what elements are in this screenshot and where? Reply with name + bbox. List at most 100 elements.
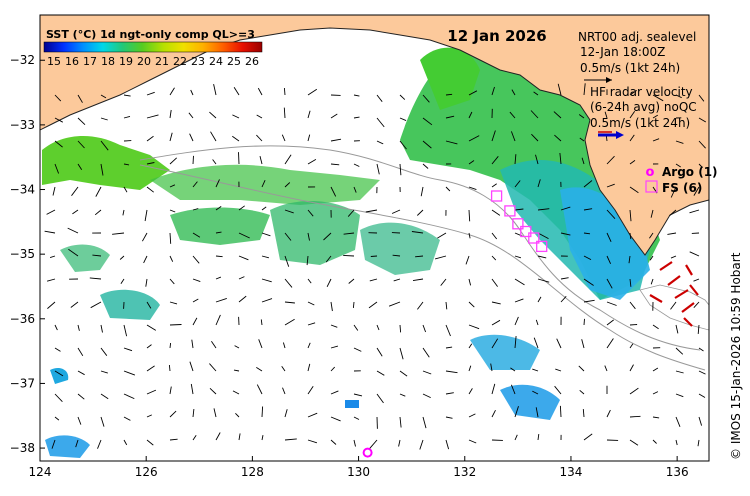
- velocity-arrow: [353, 439, 356, 447]
- velocity-arrow: [123, 115, 131, 119]
- velocity-arrow: [422, 370, 432, 375]
- velocity-arrow: [514, 298, 524, 303]
- colorbar-label: 22: [173, 55, 187, 68]
- velocity-arrow: [606, 255, 612, 264]
- velocity-arrow: [281, 134, 286, 142]
- velocity-arrow: [675, 416, 681, 427]
- velocity-arrow: [120, 278, 125, 285]
- fs-site-marker: [520, 225, 532, 238]
- velocity-arrow: [77, 140, 85, 149]
- velocity-arrow: [146, 389, 157, 395]
- velocity-arrow: [54, 94, 62, 102]
- velocity-arrow: [445, 416, 453, 419]
- argo-float-marker: [362, 447, 373, 458]
- velocity-arrow: [146, 162, 155, 165]
- velocity-arrow: [89, 277, 102, 280]
- velocity-arrow: [422, 94, 430, 103]
- velocity-arrow: [169, 386, 172, 395]
- velocity-arrow: [330, 113, 338, 119]
- velocity-arrow: [348, 278, 355, 284]
- velocity-arrow: [123, 186, 128, 193]
- velocity-arrow: [606, 155, 615, 165]
- velocity-arrow: [583, 433, 593, 441]
- velocity-arrow: [192, 181, 198, 188]
- velocity-arrow: [468, 343, 473, 349]
- velocity-arrow: [256, 134, 263, 142]
- sst-patch-mid-1: [170, 207, 270, 245]
- velocity-arrow: [54, 416, 60, 421]
- velocity-arrow: [192, 278, 201, 283]
- velocity-arrow: [77, 324, 80, 331]
- velocity-arrow: [234, 345, 240, 349]
- sst-patch-central: [150, 164, 380, 205]
- velocity-arrow: [667, 232, 677, 235]
- velocity-arrow: [330, 301, 333, 312]
- argo-legend-icon: o: [646, 165, 655, 180]
- velocity-arrow: [238, 205, 245, 211]
- velocity-arrow: [649, 255, 654, 261]
- velocity-arrow: [514, 278, 525, 286]
- velocity-arrow: [445, 140, 458, 145]
- velocity-arrow: [491, 209, 501, 216]
- velocity-arrow: [698, 140, 706, 149]
- x-tick-label: 128: [241, 465, 264, 479]
- velocity-arrow: [95, 186, 102, 197]
- hf-scale-arrowhead: [616, 131, 624, 139]
- sst-patch-w-small: [50, 368, 69, 384]
- velocity-arrow: [307, 439, 318, 444]
- y-tick-label: −38: [10, 441, 35, 455]
- velocity-arrow: [537, 208, 550, 211]
- velocity-arrow: [445, 93, 453, 96]
- sst-patch-se-1: [470, 334, 540, 370]
- colorbar-title: SST (°C) 1d ngt-only comp QL>=3: [46, 28, 255, 41]
- velocity-arrow: [509, 111, 516, 119]
- velocity-arrow: [514, 316, 519, 326]
- velocity-arrow: [94, 209, 102, 216]
- velocity-arrow: [629, 186, 639, 194]
- velocity-arrow: [258, 339, 263, 349]
- velocity-arrow: [100, 140, 109, 151]
- velocity-arrow: [491, 409, 496, 418]
- velocity-arrow: [604, 111, 608, 119]
- velocity-arrow: [583, 318, 585, 326]
- velocity-arrow: [670, 301, 677, 310]
- velocity-arrow: [537, 232, 549, 239]
- colorbar-label: 26: [245, 55, 259, 68]
- velocity-arrow: [307, 134, 311, 142]
- velocity-arrow: [583, 255, 592, 261]
- velocity-arrow: [629, 415, 641, 418]
- velocity-arrow: [215, 314, 221, 326]
- y-tick-label: −34: [10, 183, 35, 197]
- velocity-arrow: [391, 209, 401, 214]
- velocity-arrow: [376, 94, 383, 102]
- velocity-arrow: [535, 319, 539, 326]
- argo-legend-label: Argo (1): [662, 165, 718, 179]
- velocity-arrow: [422, 140, 432, 149]
- velocity-arrow: [578, 114, 585, 119]
- velocity-arrow: [560, 206, 571, 211]
- velocity-arrow: [77, 347, 84, 357]
- velocity-arrow: [675, 370, 684, 374]
- velocity-arrow: [652, 439, 657, 444]
- sealevel-legend-title: NRT00 adj. sealevel: [578, 30, 696, 44]
- velocity-arrow: [212, 159, 217, 165]
- hf-arrow: [681, 302, 695, 313]
- velocity-arrow: [698, 117, 707, 123]
- velocity-arrow: [468, 135, 480, 142]
- velocity-arrow: [233, 87, 240, 96]
- velocity-arrow: [307, 386, 314, 395]
- velocity-arrow: [365, 209, 378, 213]
- velocity-arrow: [210, 131, 217, 142]
- velocity-arrow: [192, 298, 199, 303]
- velocity-arrow: [307, 301, 315, 306]
- velocity-arrow: [532, 390, 539, 395]
- velocity-arrow: [376, 393, 384, 404]
- velocity-arrow: [77, 393, 85, 400]
- velocity-arrow: [169, 410, 177, 418]
- velocity-arrow: [215, 206, 222, 211]
- velocity-arrow: [698, 347, 704, 352]
- velocity-arrow: [330, 439, 337, 445]
- bathy-contour-shelf: [139, 145, 701, 351]
- velocity-arrow: [77, 94, 83, 103]
- velocity-arrow: [652, 416, 660, 419]
